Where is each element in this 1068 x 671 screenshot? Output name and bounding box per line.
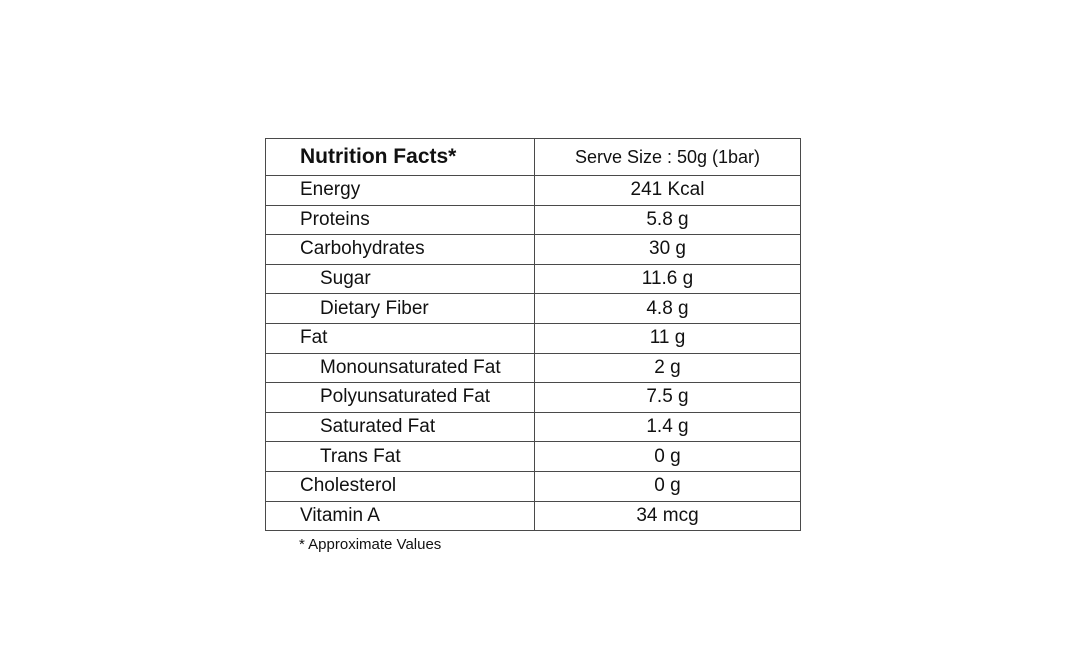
nutrient-name: Fat	[265, 322, 535, 354]
table-row: Fat 11 g	[265, 322, 801, 354]
nutrient-name: Proteins	[265, 204, 535, 236]
table-row: Sugar 11.6 g	[265, 263, 801, 295]
nutrient-value: 34 mcg	[534, 500, 801, 532]
table-row: Proteins 5.8 g	[265, 204, 801, 236]
nutrient-value: 0 g	[534, 470, 801, 502]
nutrient-value: 11 g	[534, 322, 801, 354]
nutrition-facts-title: Nutrition Facts*	[265, 138, 535, 176]
nutrient-value: 4.8 g	[534, 293, 801, 324]
table-header-row: Nutrition Facts* Serve Size : 50g (1bar)	[265, 138, 801, 176]
nutrient-value: 2 g	[534, 352, 801, 384]
footnote-approximate-values: * Approximate Values	[299, 536, 442, 553]
nutrient-value: 241 Kcal	[534, 175, 801, 206]
nutrient-name: Monounsaturated Fat	[265, 352, 535, 384]
table-row: Polyunsaturated Fat 7.5 g	[265, 382, 801, 413]
nutrient-name: Polyunsaturated Fat	[265, 382, 535, 413]
serve-size-label: Serve Size : 50g (1bar)	[534, 138, 801, 176]
nutrient-value: 11.6 g	[534, 263, 801, 295]
table-row: Monounsaturated Fat 2 g	[265, 352, 801, 384]
table-row: Energy 241 Kcal	[265, 175, 801, 206]
nutrient-name: Energy	[265, 175, 535, 206]
nutrition-facts-table: Nutrition Facts* Serve Size : 50g (1bar)…	[265, 138, 801, 532]
table-row: Vitamin A 34 mcg	[265, 500, 801, 532]
nutrient-name: Trans Fat	[265, 441, 535, 472]
nutrient-value: 7.5 g	[534, 382, 801, 413]
nutrient-name: Saturated Fat	[265, 411, 535, 443]
nutrient-name: Sugar	[265, 263, 535, 295]
table-row: Saturated Fat 1.4 g	[265, 411, 801, 443]
table-row: Trans Fat 0 g	[265, 441, 801, 472]
nutrient-name: Carbohydrates	[265, 234, 535, 265]
nutrient-value: 5.8 g	[534, 204, 801, 236]
table-row: Dietary Fiber 4.8 g	[265, 293, 801, 324]
nutrient-value: 30 g	[534, 234, 801, 265]
table-row: Cholesterol 0 g	[265, 470, 801, 502]
table-row: Carbohydrates 30 g	[265, 234, 801, 265]
nutrient-name: Cholesterol	[265, 470, 535, 502]
nutrition-table-body: Nutrition Facts* Serve Size : 50g (1bar)…	[265, 138, 801, 532]
nutrient-name: Dietary Fiber	[265, 293, 535, 324]
nutrient-value: 0 g	[534, 441, 801, 472]
nutrient-value: 1.4 g	[534, 411, 801, 443]
nutrient-name: Vitamin A	[265, 500, 535, 532]
